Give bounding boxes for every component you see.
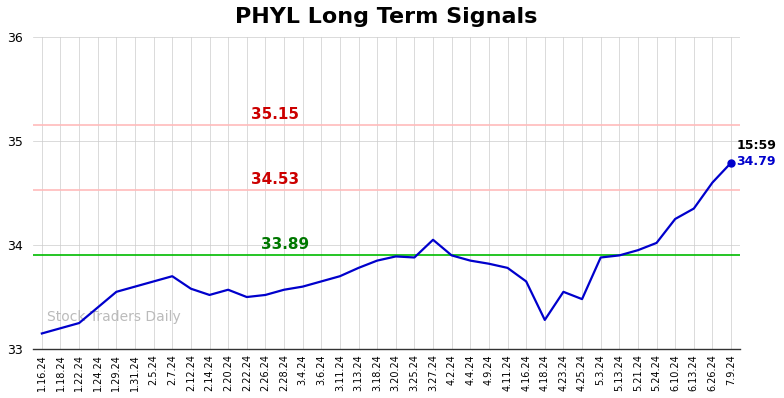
Text: 33.89: 33.89 (261, 237, 309, 252)
Text: 34.79: 34.79 (737, 155, 776, 168)
Text: 34.53: 34.53 (252, 172, 299, 187)
Title: PHYL Long Term Signals: PHYL Long Term Signals (235, 7, 538, 27)
Text: Stock Traders Daily: Stock Traders Daily (47, 310, 180, 324)
Text: 35.15: 35.15 (252, 107, 299, 122)
Text: 15:59: 15:59 (737, 139, 776, 152)
